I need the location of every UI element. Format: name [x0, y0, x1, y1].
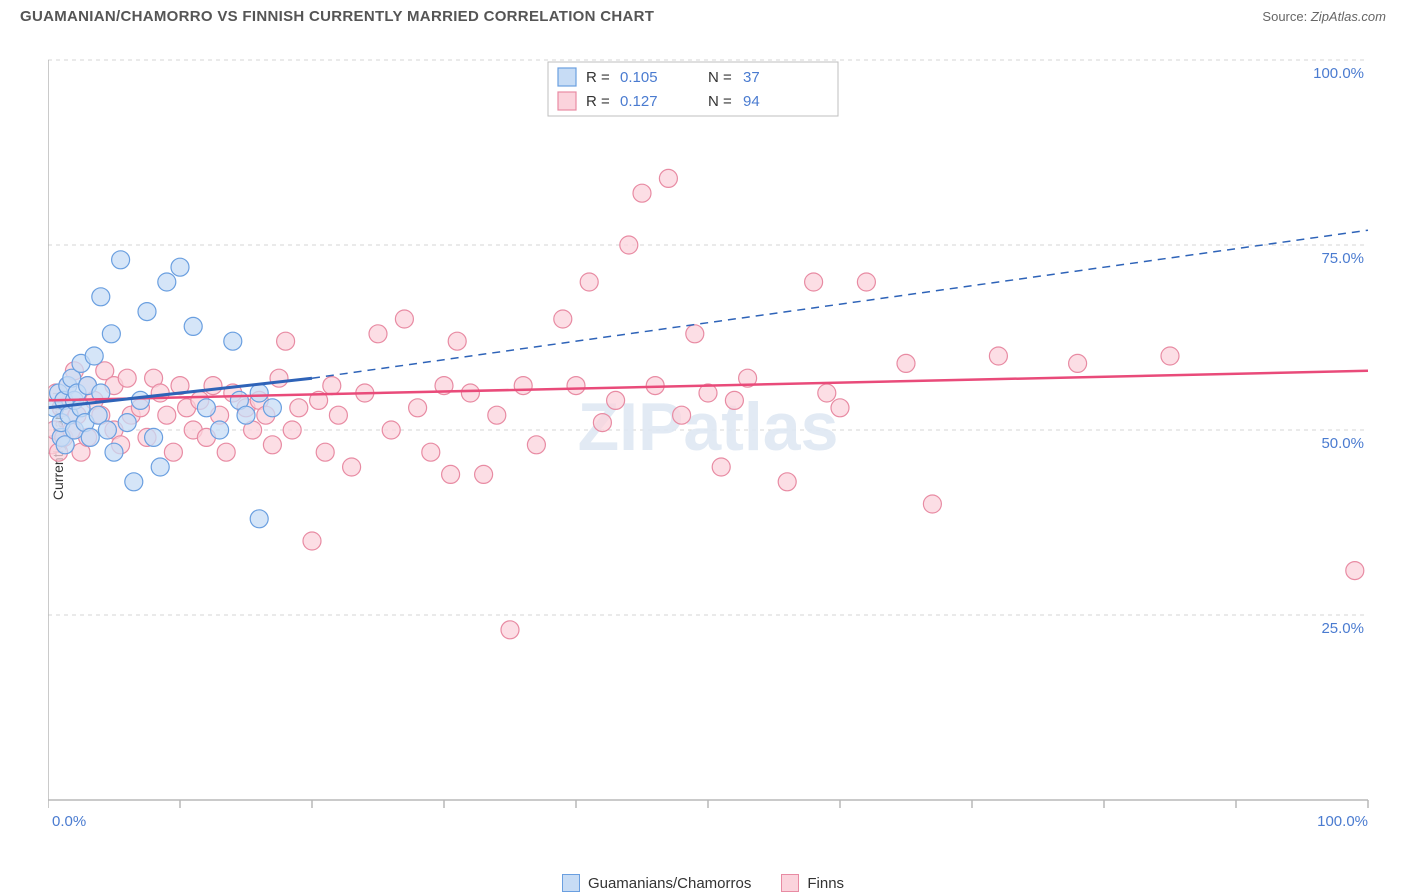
- svg-text:0.105: 0.105: [620, 69, 658, 86]
- chart-svg: 25.0%50.0%75.0%100.0%ZIPatlas0.0%100.0%R…: [48, 40, 1388, 830]
- svg-text:100.0%: 100.0%: [1313, 65, 1364, 82]
- legend-swatch-guamanians: [562, 874, 580, 892]
- plot-area: 25.0%50.0%75.0%100.0%ZIPatlas0.0%100.0%R…: [48, 40, 1388, 830]
- svg-text:75.0%: 75.0%: [1321, 250, 1364, 267]
- svg-text:N =: N =: [708, 93, 732, 110]
- svg-text:94: 94: [743, 93, 760, 110]
- svg-text:R =: R =: [586, 93, 610, 110]
- source-credit: Source: ZipAtlas.com: [1262, 9, 1386, 24]
- svg-text:37: 37: [743, 69, 760, 86]
- svg-text:50.0%: 50.0%: [1321, 435, 1364, 452]
- legend-item-guamanians: Guamanians/Chamorros: [562, 874, 751, 892]
- source-label: Source:: [1262, 9, 1307, 24]
- source-value: ZipAtlas.com: [1311, 9, 1386, 24]
- svg-text:100.0%: 100.0%: [1317, 813, 1368, 830]
- legend-swatch-finns: [781, 874, 799, 892]
- svg-text:N =: N =: [708, 69, 732, 86]
- legend-label-guamanians: Guamanians/Chamorros: [588, 875, 751, 892]
- chart-title: GUAMANIAN/CHAMORRO VS FINNISH CURRENTLY …: [20, 8, 654, 25]
- bottom-legend: Guamanians/Chamorros Finns: [0, 874, 1406, 892]
- svg-text:25.0%: 25.0%: [1321, 620, 1364, 637]
- svg-text:0.127: 0.127: [620, 93, 658, 110]
- svg-text:0.0%: 0.0%: [52, 813, 86, 830]
- svg-text:R =: R =: [586, 69, 610, 86]
- legend-label-finns: Finns: [807, 875, 844, 892]
- legend-item-finns: Finns: [781, 874, 844, 892]
